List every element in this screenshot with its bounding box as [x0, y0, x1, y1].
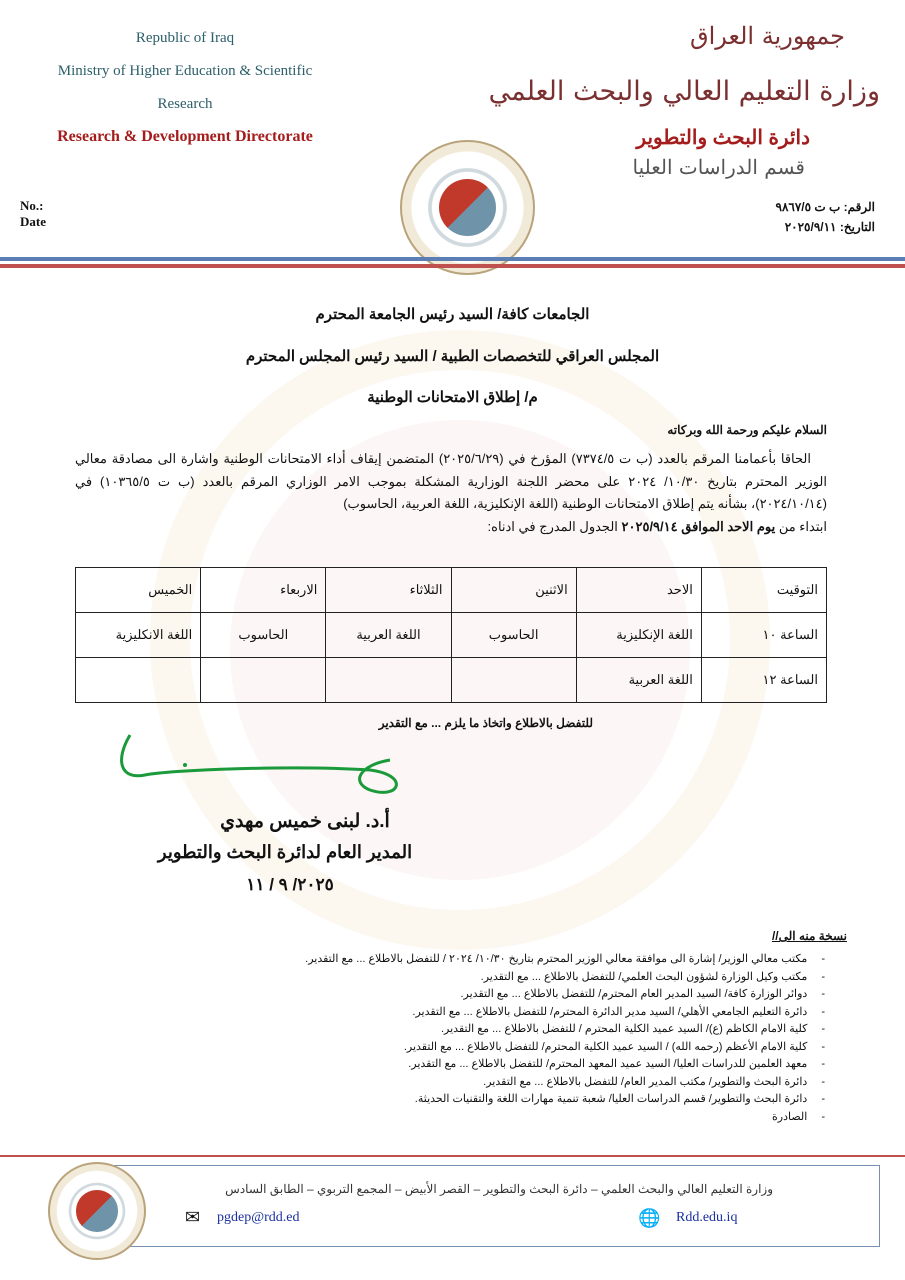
header-blue-line	[0, 257, 905, 261]
copies-list: مكتب معالي الوزير/ إشارة الى موافقة معال…	[105, 952, 825, 1127]
header-wednesday: الاربعاء	[200, 567, 327, 613]
subject: م/ إطلاق الامتحانات الوطنية	[367, 389, 538, 406]
table-header-row: التوقيت الاحد الاثنين الثلاثاء الاربعاء …	[74, 567, 828, 613]
ar-directorate: دائرة البحث والتطوير	[636, 127, 810, 149]
signatory-name: أ.د. لبنى خميس مهدي	[220, 811, 390, 832]
list-item: مكتب وكيل الوزارة لشؤون البحث العلمي/ لل…	[105, 970, 825, 983]
ar-ministry: وزارة التعليم العالي والبحث العلمي	[488, 76, 880, 107]
envelope-icon: ✉	[185, 1207, 201, 1227]
footer-red-line	[0, 1155, 905, 1157]
cell	[200, 657, 327, 703]
en-directorate: Research & Development Directorate	[57, 128, 313, 145]
website-link[interactable]: Rdd.edu.iq	[676, 1210, 738, 1225]
list-item: دائرة البحث والتطوير/ مكتب المدير العام/…	[105, 1075, 825, 1088]
addressee-1: الجامعات كافة/ السيد رئيس الجامعة المحتر…	[315, 306, 590, 323]
en-republic: Republic of Iraq	[135, 30, 235, 46]
cell: اللغة العربية	[575, 657, 702, 703]
cell: الساعة ١٢	[700, 657, 828, 703]
cell	[325, 657, 452, 703]
date-label: Date	[20, 214, 46, 229]
list-item: دوائر الوزارة كافة/ السيد المدير العام ا…	[105, 987, 825, 1000]
header-time: التوقيت	[700, 567, 828, 613]
cell: اللغة الإنكليزية	[575, 612, 702, 658]
header-sunday: الاحد	[575, 567, 702, 613]
body-paragraph: الحاقا بأعمامنا المرقم بالعدد (ب ت ٧٣٧٤/…	[75, 451, 827, 534]
table-row: الساعة ١٠ اللغة الإنكليزية الحاسوب اللغة…	[74, 612, 828, 658]
cell: اللغة العربية	[325, 612, 452, 658]
greeting: السلام عليكم ورحمة الله وبركاته	[667, 423, 827, 437]
email-link[interactable]: pgdep@rdd.ed	[217, 1210, 300, 1225]
header-monday: الاثنين	[450, 567, 577, 613]
signatory-title: المدير العام لدائرة البحث والتطوير	[157, 842, 413, 862]
cell: اللغة الانكليزية	[74, 612, 202, 658]
footer-box	[100, 1165, 880, 1247]
ar-department: قسم الدراسات العليا	[632, 155, 805, 179]
ref-number: الرقم: ب ت ٩٨٦٧/٥	[775, 200, 876, 214]
exam-schedule-table: التوقيت الاحد الاثنين الثلاثاء الاربعاء …	[74, 567, 828, 703]
en-research: Research	[157, 96, 213, 112]
table-row: الساعة ١٢ اللغة العربية	[74, 657, 828, 703]
list-item: كلية الامام الكاظم (ع)/ السيد عميد الكلي…	[105, 1022, 825, 1035]
footer-seal	[48, 1162, 146, 1260]
copies-label: نسخة منه الى//	[771, 929, 847, 943]
en-ministry: Ministry of Higher Education & Scientifi…	[57, 63, 313, 79]
cell: الحاسوب	[200, 612, 327, 658]
list-item: كلية الامام الأعظم (رحمه الله) / السيد ع…	[105, 1040, 825, 1053]
ministry-seal	[400, 140, 535, 275]
cell	[450, 657, 577, 703]
globe-icon: 🌐	[638, 1208, 661, 1228]
cell: الساعة ١٠	[700, 612, 828, 658]
footer-address: وزارة التعليم العالي والبحث العلمي – دائ…	[225, 1182, 773, 1196]
cell	[74, 657, 202, 703]
no-label: No.:	[20, 198, 44, 213]
list-item: الصادرة	[105, 1110, 825, 1123]
closing-text: للتفضل بالاطلاع واتخاذ ما يلزم ... مع ال…	[378, 716, 593, 730]
signature	[120, 734, 398, 794]
list-item: دائرة البحث والتطوير/ قسم الدراسات العلي…	[105, 1092, 825, 1105]
header-tuesday: الثلاثاء	[325, 567, 452, 613]
signature-date: ٢٠٢٥/ ٩ / ١١	[246, 875, 334, 894]
ref-date: التاريخ: ٢٠٢٥/٩/١١	[784, 220, 875, 234]
header-red-line	[0, 264, 905, 268]
list-item: مكتب معالي الوزير/ إشارة الى موافقة معال…	[105, 952, 825, 965]
cell: الحاسوب	[450, 612, 577, 658]
header-thursday: الخميس	[74, 567, 202, 613]
ar-republic: جمهورية العراق	[689, 22, 845, 50]
list-item: دائرة التعليم الجامعي الأهلي/ السيد مدير…	[105, 1005, 825, 1018]
addressee-2: المجلس العراقي للتخصصات الطبية / السيد ر…	[245, 348, 660, 365]
list-item: معهد العلمين للدراسات العليا/ السيد عميد…	[105, 1057, 825, 1070]
